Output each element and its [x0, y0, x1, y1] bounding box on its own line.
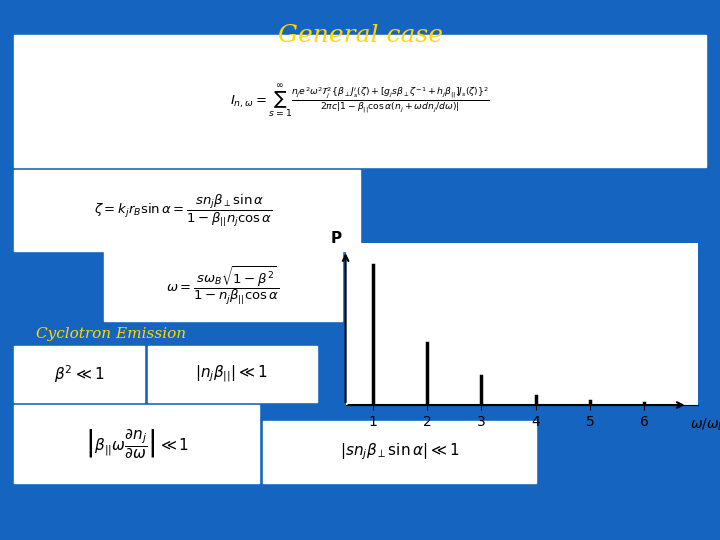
Text: $|n_j\beta_{||}| \ll 1$: $|n_j\beta_{||}| \ll 1$ [195, 363, 269, 384]
FancyBboxPatch shape [14, 35, 706, 167]
Text: Cyclotron Emission: Cyclotron Emission [36, 327, 186, 341]
Text: General case: General case [277, 24, 443, 48]
FancyBboxPatch shape [14, 346, 144, 402]
FancyBboxPatch shape [14, 405, 259, 483]
FancyBboxPatch shape [104, 248, 342, 321]
Text: $\omega = \dfrac{s\omega_B\sqrt{1-\beta^2}}{1 - n_j\beta_{||}\cos\alpha}$: $\omega = \dfrac{s\omega_B\sqrt{1-\beta^… [166, 264, 280, 306]
Text: $\zeta = k_j r_B \sin\alpha = \dfrac{sn_j\beta_\perp \sin\alpha}{1 - \beta_{||}n: $\zeta = k_j r_B \sin\alpha = \dfrac{sn_… [94, 192, 273, 229]
Text: $I_{n,\omega} = \sum_{s=1}^{\infty}\frac{n_j e^2 \omega^2 \mathcal{T}_j^2\{\beta: $I_{n,\omega} = \sum_{s=1}^{\infty}\frac… [230, 83, 490, 120]
FancyBboxPatch shape [148, 346, 317, 402]
Text: $\omega/\omega_B$: $\omega/\omega_B$ [690, 417, 720, 433]
FancyBboxPatch shape [263, 421, 536, 483]
FancyBboxPatch shape [14, 170, 360, 251]
Text: $\left|\beta_{||}\omega\dfrac{\partial n_j}{\partial\omega}\right| \ll 1$: $\left|\beta_{||}\omega\dfrac{\partial n… [85, 427, 189, 461]
Text: $|sn_j\beta_\perp\sin\alpha| \ll 1$: $|sn_j\beta_\perp\sin\alpha| \ll 1$ [340, 442, 459, 462]
Text: $\beta^2 \ll 1$: $\beta^2 \ll 1$ [54, 363, 104, 384]
Text: P: P [330, 231, 341, 246]
